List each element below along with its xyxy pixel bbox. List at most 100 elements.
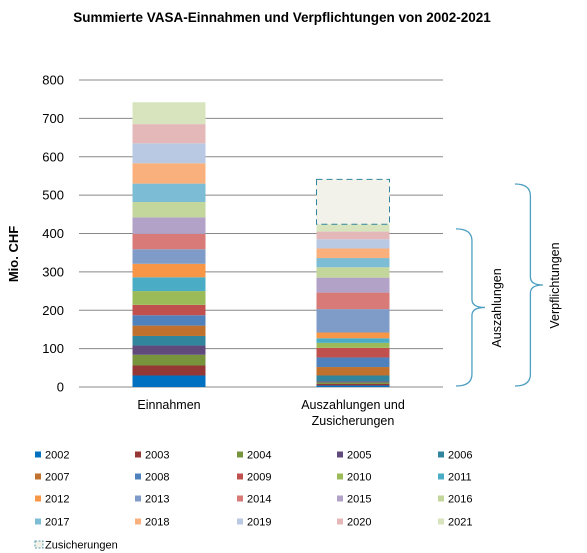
legend: 2002 2003 2004 2005 2006 2007 2008 2009 2010 2011…	[34, 450, 472, 552]
legend-swatch-2008	[135, 473, 141, 480]
bar-segment-2009	[316, 347, 390, 358]
bar-segment-2017	[132, 183, 206, 203]
legend-label-2014: 2014	[247, 494, 271, 506]
x-category-label: Einnahmen	[137, 398, 200, 412]
legend-label-2004: 2004	[247, 450, 271, 462]
bar-segment-2010	[316, 342, 390, 348]
bar-segment-2019	[132, 143, 206, 164]
legend-swatch-2004	[237, 451, 243, 458]
bar-segment-2008	[316, 357, 390, 368]
legend-swatch-2006	[438, 451, 444, 458]
bar-segment-2012	[132, 263, 206, 278]
bar-segment-2002	[132, 375, 206, 387]
bar-segment-2006	[132, 335, 206, 346]
brace-label-verpflichtungen: Verpflichtungen	[548, 242, 562, 328]
bar-segment-2011	[316, 338, 390, 343]
legend-swatch-2013	[135, 495, 141, 502]
bar-segment-2018	[316, 248, 390, 259]
legend-swatch-2003	[135, 451, 141, 458]
bar-segment-2005	[132, 345, 206, 355]
y-axis: 0 100 200 300 400 500 600 700 800	[42, 73, 64, 395]
bar-segment-2017	[316, 258, 390, 268]
legend-label-zusicherungen: Zusicherungen	[45, 540, 118, 552]
brace-auszahlungen	[455, 228, 486, 387]
bar-segment-2015	[132, 217, 206, 234]
bar-segment-2004	[132, 354, 206, 366]
bar-segment-2021	[316, 224, 390, 232]
bar-segment-2008	[132, 315, 206, 326]
chart-title: Summierte VASA-Einnahmen und Verpflichtu…	[73, 10, 491, 25]
bar-segment-2013	[316, 309, 390, 333]
y-tick-label: 0	[57, 380, 64, 395]
legend-swatch-2016	[438, 495, 444, 502]
brace-verpflichtungen	[514, 183, 544, 387]
legend-swatch-2007	[35, 473, 41, 480]
legend-swatch-2017	[35, 518, 41, 525]
bar-segment-2005	[316, 381, 390, 383]
bar-segment-2004	[316, 382, 390, 384]
y-tick-label: 400	[42, 226, 64, 241]
legend-label-2002: 2002	[45, 450, 69, 462]
bar-segment-2019	[316, 239, 390, 249]
legend-label-2007: 2007	[45, 472, 69, 484]
legend-swatch-zusicherungen	[34, 540, 44, 549]
bar-segment-2007	[316, 367, 390, 376]
braces: Auszahlungen Verpflichtungen	[455, 183, 562, 387]
legend-label-2012: 2012	[45, 494, 69, 506]
legend-swatch-2021	[438, 518, 444, 525]
y-axis-label: Mio. CHF	[6, 226, 21, 282]
y-tick-label: 800	[42, 73, 64, 88]
legend-label-2013: 2013	[145, 494, 169, 506]
bar-segment-2003	[316, 383, 390, 386]
legend-label-2018: 2018	[145, 517, 169, 529]
bar-segment-2016	[316, 267, 390, 278]
bar-segment-2020	[316, 231, 390, 240]
legend-label-2016: 2016	[448, 494, 472, 506]
y-tick-label: 700	[42, 111, 64, 126]
legend-swatch-2018	[135, 518, 141, 525]
legend-label-2003: 2003	[145, 450, 169, 462]
bar-segment-2020	[132, 124, 206, 144]
legend-label-2008: 2008	[145, 472, 169, 484]
legend-label-2021: 2021	[448, 517, 472, 529]
legend-swatch-2019	[237, 518, 243, 525]
bar-segment-2006	[316, 375, 390, 382]
legend-label-2019: 2019	[247, 517, 271, 529]
bar-segment-2014	[132, 233, 206, 250]
legend-label-2005: 2005	[347, 450, 371, 462]
bar-segment-2015	[316, 277, 390, 293]
bar-segment-2009	[132, 304, 206, 316]
x-axis: Einnahmen Auszahlungen und Zusicherungen	[137, 398, 404, 428]
bar-segment-zusicherungen	[316, 178, 390, 225]
bar-segment-2021	[132, 102, 206, 125]
legend-label-2009: 2009	[247, 472, 271, 484]
brace-label-auszahlungen: Auszahlungen	[490, 268, 504, 347]
y-tick-label: 100	[42, 341, 64, 356]
bars	[132, 102, 390, 387]
legend-swatch-2010	[337, 473, 343, 480]
bar-segment-2003	[132, 365, 206, 376]
x-category-label-line: Einnahmen	[137, 398, 200, 412]
bar-segment-2010	[132, 291, 206, 305]
x-category-label-line: Auszahlungen und	[301, 398, 405, 412]
legend-swatch-2015	[337, 495, 343, 502]
legend-label-2017: 2017	[45, 517, 69, 529]
legend-swatch-2002	[35, 451, 41, 458]
legend-label-2011: 2011	[448, 472, 472, 484]
y-tick-label: 300	[42, 264, 64, 279]
bar-segment-2013	[132, 249, 206, 264]
y-tick-label: 500	[42, 188, 64, 203]
bar-segment-2012	[316, 332, 390, 339]
legend-swatch-2012	[35, 495, 41, 502]
x-category-label-line: Zusicherungen	[312, 414, 395, 428]
bar-segment-2002	[316, 385, 390, 387]
legend-swatch-2011	[438, 473, 444, 480]
x-category-label: Auszahlungen und Zusicherungen	[301, 398, 405, 428]
bar-segment-2014	[316, 292, 390, 310]
legend-label-2020: 2020	[347, 517, 371, 529]
y-tick-label: 600	[42, 149, 64, 164]
legend-swatch-2020	[337, 518, 343, 525]
bar-segment-2007	[132, 325, 206, 336]
legend-label-2006: 2006	[448, 450, 472, 462]
